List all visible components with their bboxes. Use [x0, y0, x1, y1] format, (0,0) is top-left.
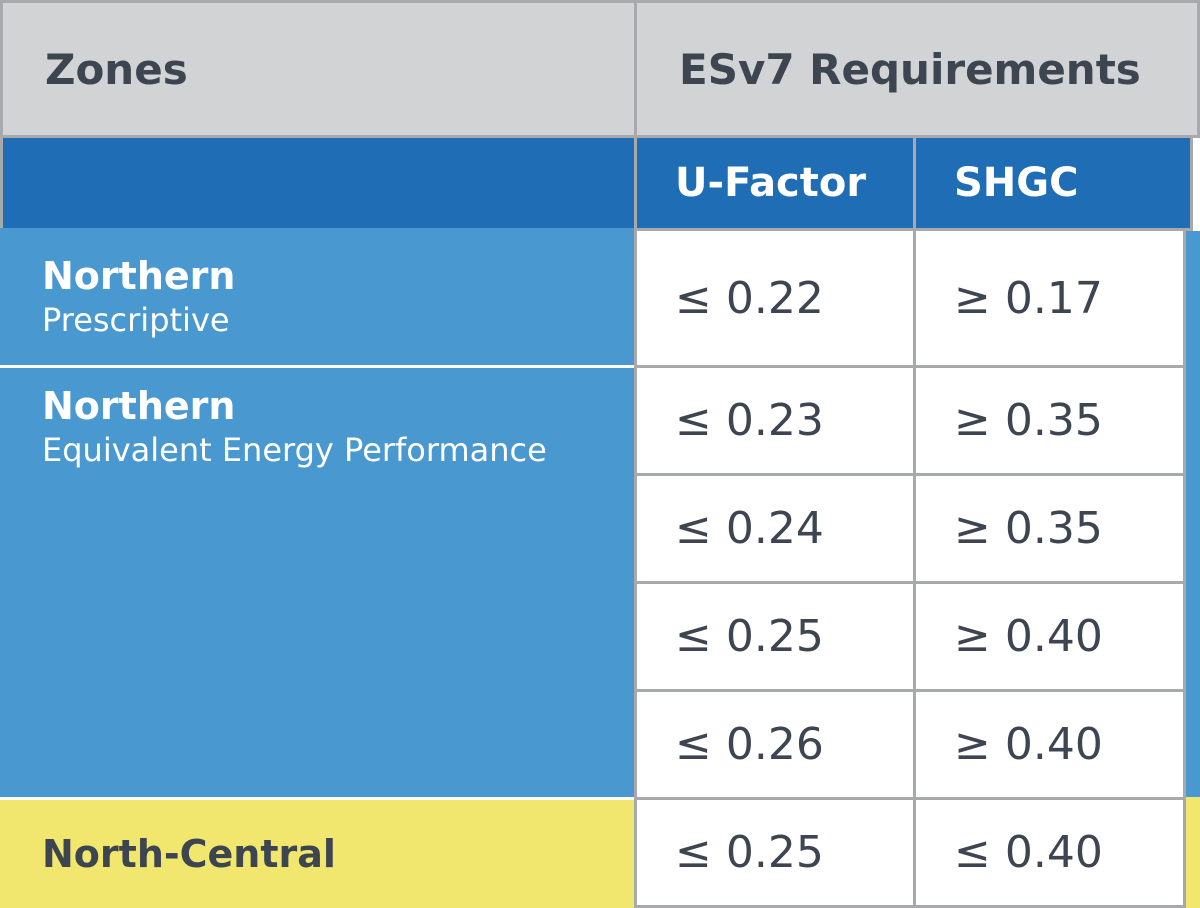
value-cell: ≤ 0.23: [634, 365, 916, 476]
value-cell: ≥ 0.17: [913, 228, 1186, 368]
value-cell: ≤ 0.25: [634, 797, 916, 908]
header-zones: Zones: [0, 0, 637, 138]
zone-name: Northern: [42, 254, 236, 298]
subheader-blank: [0, 135, 637, 231]
row-strip: [1186, 231, 1200, 797]
value-cell: ≤ 0.22: [634, 228, 916, 368]
zone-cell: Northern Prescriptive: [0, 228, 634, 365]
zone-cell: Northern Equivalent Energy Performance: [0, 368, 634, 797]
value-cell: ≥ 0.40: [913, 581, 1186, 692]
row-strip: [1186, 797, 1200, 908]
value-cell: ≥ 0.40: [913, 689, 1186, 800]
value-cell: ≤ 0.25: [634, 581, 916, 692]
value-cell: ≥ 0.35: [913, 365, 1186, 476]
zone-name: Northern: [42, 384, 236, 428]
zone-cell: North-Central: [0, 797, 634, 908]
zone-name: North-Central: [42, 832, 336, 876]
zone-subtitle: Prescriptive: [42, 301, 230, 339]
header-requirements: ESv7 Requirements: [634, 0, 1200, 138]
subheader-u-factor: U-Factor: [634, 135, 916, 231]
value-cell: ≤ 0.40: [913, 797, 1186, 908]
value-cell: ≤ 0.24: [634, 473, 916, 584]
subheader-shgc: SHGC: [913, 135, 1193, 231]
value-cell: ≥ 0.35: [913, 473, 1186, 584]
zone-subtitle: Equivalent Energy Performance: [42, 431, 547, 469]
value-cell: ≤ 0.26: [634, 689, 916, 800]
